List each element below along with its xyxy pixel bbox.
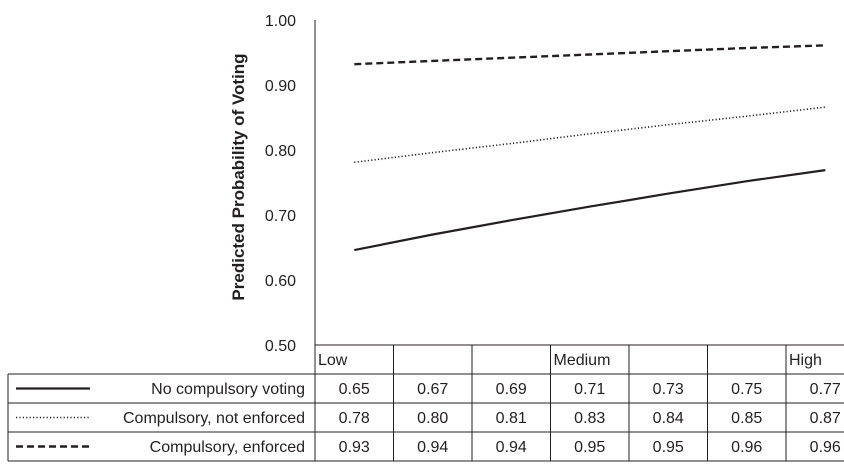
data-label: 0.94 <box>496 439 527 456</box>
y-tick-label: 1.00 <box>265 13 296 30</box>
data-label: 0.83 <box>574 410 605 427</box>
y-tick-label: 0.80 <box>265 143 296 160</box>
y-tick-label: 0.70 <box>265 208 296 225</box>
legend-label: Compulsory, not enforced <box>123 410 305 427</box>
data-label: 0.81 <box>496 410 527 427</box>
data-label: 0.73 <box>653 381 684 398</box>
data-label: 0.95 <box>653 439 684 456</box>
y-tick-label: 0.90 <box>265 78 296 95</box>
data-label: 0.77 <box>810 381 841 398</box>
series-line-2 <box>354 106 826 164</box>
y-axis-label: Predicted Probability of Voting <box>229 53 248 300</box>
category-label: Low <box>318 352 348 369</box>
category-label: High <box>789 352 822 369</box>
data-label: 0.96 <box>731 439 762 456</box>
legend-label: Compulsory, enforced <box>150 439 305 456</box>
data-label: 0.94 <box>417 439 448 456</box>
data-label: 0.96 <box>810 439 841 456</box>
data-label: 0.65 <box>339 381 370 398</box>
data-label: 0.84 <box>653 410 684 427</box>
data-label: 0.95 <box>574 439 605 456</box>
data-table: Low Medium High No compulsory voting 0.65 0.6… <box>7 344 844 462</box>
series-lines <box>354 44 826 252</box>
legend-label: No compulsory voting <box>151 381 305 398</box>
data-label: 0.75 <box>731 381 762 398</box>
data-label: 0.67 <box>417 381 448 398</box>
data-label: 0.78 <box>339 410 370 427</box>
y-tick-labels: 0.50 0.60 0.70 0.80 0.90 1.00 <box>265 13 296 355</box>
series-line-1 <box>354 169 826 252</box>
data-label: 0.87 <box>810 410 841 427</box>
data-label: 0.93 <box>339 439 370 456</box>
category-label: Medium <box>554 352 611 369</box>
y-tick-label: 0.50 <box>265 338 296 355</box>
data-label: 0.69 <box>496 381 527 398</box>
data-label: 0.71 <box>574 381 605 398</box>
y-tick-label: 0.60 <box>265 273 296 290</box>
data-label: 0.85 <box>731 410 762 427</box>
series-line-3 <box>354 44 826 66</box>
data-label: 0.80 <box>417 410 448 427</box>
